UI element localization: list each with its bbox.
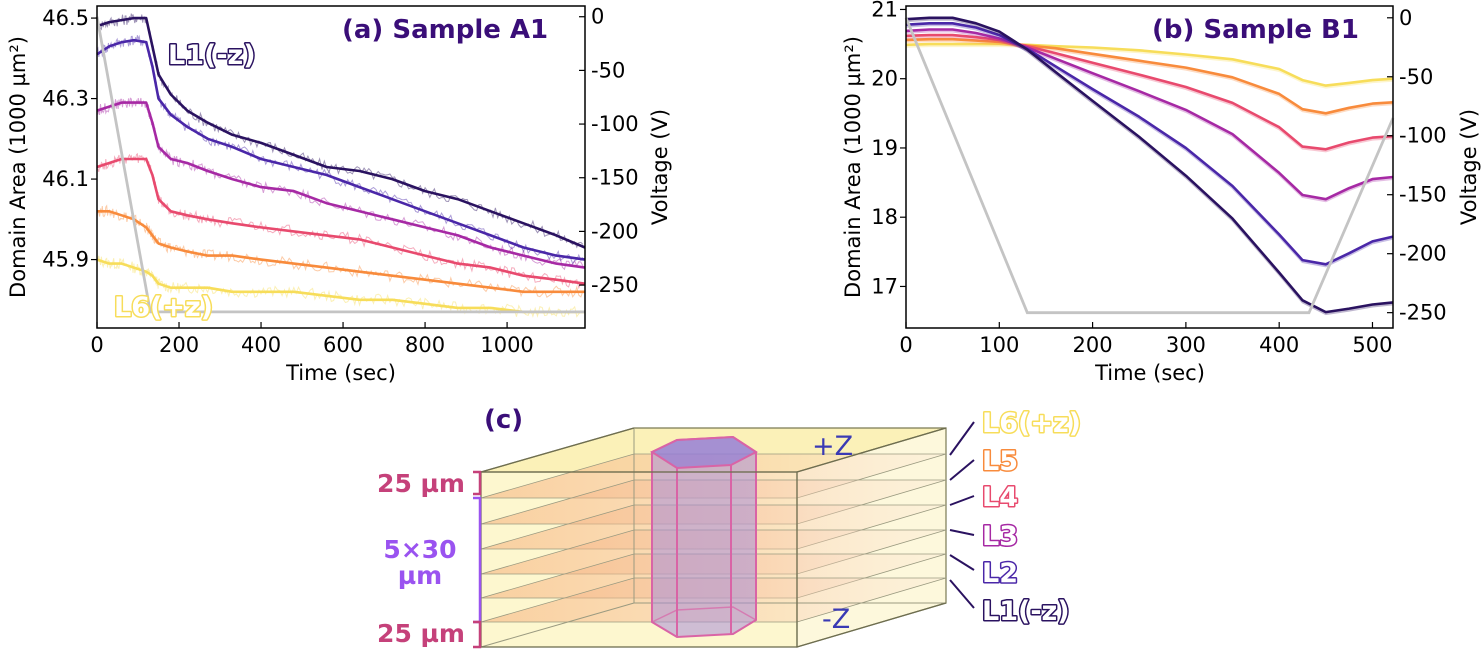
domain-prism xyxy=(649,435,758,639)
series-line-l5 xyxy=(905,37,1394,115)
panel-a-title: (a) Sample A1 xyxy=(342,15,548,45)
layer-label-l4: L4 xyxy=(982,482,1018,513)
series-line-l1 xyxy=(905,16,1394,314)
dim-middle-label-1: 5×30 xyxy=(383,535,456,564)
panel-b-ticks: 0 100 200 300 400 500 17 18 19 20 21 0 -50 -100 -150 -2… xyxy=(871,0,1446,357)
x-tick-label: 600 xyxy=(323,333,363,357)
minus-z-label: -Z xyxy=(822,604,850,635)
layer-label-l1: L1(-z) xyxy=(982,596,1070,627)
plus-z-label: +Z xyxy=(812,431,853,462)
panel-a-frame xyxy=(96,5,586,329)
panel-a-ylabel: Domain Area (1000 µm²) xyxy=(6,36,30,298)
panel-b-series-group xyxy=(905,16,1394,316)
panel-b-chart: 0 100 200 300 400 500 17 18 19 20 21 0 -50 -100 -150 -2… xyxy=(841,0,1481,385)
panel-a-annotation-l6: L6(+z) xyxy=(114,292,213,323)
box-back-edge xyxy=(480,602,635,648)
x-tick-label: 300 xyxy=(1166,333,1206,357)
y2-tick-label: -250 xyxy=(591,273,639,297)
y-tick-label: 21 xyxy=(871,0,898,21)
panel-a-series-group xyxy=(96,13,586,318)
panel-a-xlabel: Time (sec) xyxy=(285,361,396,385)
voltage-line xyxy=(904,17,1395,315)
series-shadow-l3 xyxy=(905,30,1394,203)
series-noise-l4 xyxy=(96,152,584,290)
panel-a-voltage-group xyxy=(95,16,585,314)
y2-tick-label: -200 xyxy=(1399,242,1447,266)
series-shadow-l5 xyxy=(905,40,1394,117)
layer-label-l3: L3 xyxy=(982,521,1018,552)
y2-tick-label: -100 xyxy=(1399,124,1447,148)
y-tick-label: 46.1 xyxy=(42,167,89,191)
x-tick-label: 200 xyxy=(159,333,199,357)
x-tick-label: 100 xyxy=(979,333,1019,357)
x-tick-label: 500 xyxy=(1352,333,1392,357)
y2-tick-label: -50 xyxy=(591,58,625,82)
layer-label-l2: L2 xyxy=(982,558,1018,589)
dim-middle-label-2: µm xyxy=(398,561,442,590)
x-tick-label: 800 xyxy=(405,333,445,357)
x-tick-label: 400 xyxy=(1259,333,1299,357)
dimension-brackets xyxy=(473,470,482,649)
panel-b-voltage-group xyxy=(904,17,1395,315)
y2-tick-label: 0 xyxy=(591,5,604,29)
dim-top-label: 25 µm xyxy=(377,469,465,498)
x-tick-label: 400 xyxy=(241,333,281,357)
layer-labels: L6(+z) L5 L4 L3 L2 L1(-z) xyxy=(981,407,1083,629)
series-line-l3 xyxy=(905,28,1394,201)
series-line-l2 xyxy=(905,21,1394,266)
panel-a-ticks: 0 200 400 600 800 1000 45.9 46.1 46.3 46.5 0 -50 -10… xyxy=(42,5,638,357)
y2-tick-label: -250 xyxy=(1399,301,1447,325)
series-line-l5 xyxy=(97,210,585,294)
series-line-l2 xyxy=(96,38,586,261)
y-tick-label: 45.9 xyxy=(42,248,89,272)
series-line-l3 xyxy=(96,101,586,269)
panel-b-frame xyxy=(905,5,1394,329)
x-tick-label: 200 xyxy=(1073,333,1113,357)
series-line-l4 xyxy=(96,157,586,285)
y2-tick-label: -150 xyxy=(591,166,639,190)
panel-c-title: (c) xyxy=(484,405,523,435)
panel-b-xlabel: Time (sec) xyxy=(1094,361,1205,385)
series-shadow-l1 xyxy=(905,18,1394,316)
panel-a-chart: 0 200 400 600 800 1000 45.9 46.1 46.3 46.5 0 -50 -10… xyxy=(6,5,672,385)
layer-leader-lines xyxy=(949,421,975,609)
layer-label-l5: L5 xyxy=(982,446,1018,477)
series-line-l6 xyxy=(96,258,585,314)
panel-b-ylabel: Domain Area (1000 µm²) xyxy=(841,36,865,298)
y2-tick-label: -200 xyxy=(591,219,639,243)
y2-tick-label: 0 xyxy=(1399,6,1412,30)
voltage-line xyxy=(95,16,585,314)
series-shadow-l2 xyxy=(905,24,1394,268)
y-tick-label: 20 xyxy=(871,67,898,91)
series-line-l1 xyxy=(96,16,586,249)
y-tick-label: 46.3 xyxy=(42,87,89,111)
panel-b-y2label: Voltage (V) xyxy=(1457,109,1481,225)
y2-tick-label: -50 xyxy=(1399,65,1433,89)
y-tick-label: 19 xyxy=(871,136,898,160)
y-tick-label: 46.5 xyxy=(42,6,89,30)
y2-tick-label: -100 xyxy=(591,112,639,136)
panel-a-y2label: Voltage (V) xyxy=(648,109,672,225)
y-tick-label: 17 xyxy=(871,274,898,298)
panel-c-diagram: (c) xyxy=(377,405,1083,649)
dim-bottom-label: 25 µm xyxy=(377,619,465,648)
layer-label-l6: L6(+z) xyxy=(982,408,1081,439)
series-line-l4 xyxy=(905,33,1394,151)
y2-tick-label: -150 xyxy=(1399,183,1447,207)
series-shadow-l6 xyxy=(905,45,1394,89)
x-tick-label: 0 xyxy=(899,333,912,357)
x-tick-label: 1000 xyxy=(480,333,533,357)
panel-a-annotation-l1: L1(-z) xyxy=(168,40,256,71)
series-line-l6 xyxy=(905,42,1394,87)
x-tick-label: 0 xyxy=(90,333,103,357)
series-shadow-l4 xyxy=(905,36,1394,153)
y-tick-label: 18 xyxy=(871,205,898,229)
panel-b-title: (b) Sample B1 xyxy=(1152,15,1359,45)
